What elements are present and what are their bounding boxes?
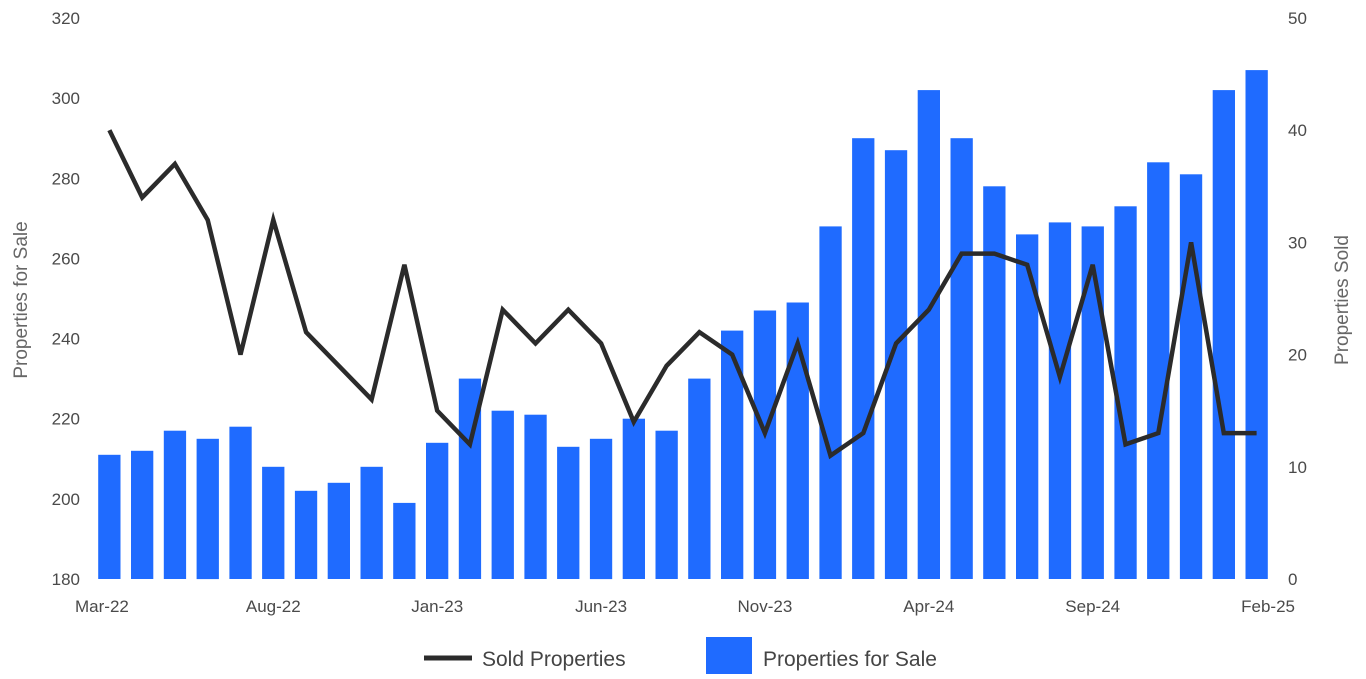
- right-tick-50: 50: [1288, 9, 1307, 28]
- bar-jun-22: [197, 439, 219, 579]
- legend-label-for-sale: Properties for Sale: [763, 648, 937, 671]
- x-tick-feb-25: Feb-25: [1241, 597, 1295, 616]
- left-tick-240: 240: [52, 330, 80, 349]
- bar-apr-23: [524, 415, 546, 579]
- bar-mar-22: [98, 455, 120, 579]
- right-axis-ticks: 0 10 20 30 40 50: [1288, 9, 1307, 589]
- left-tick-280: 280: [52, 169, 80, 188]
- x-tick-mar-22: Mar-22: [75, 597, 129, 616]
- bar-jul-23: [623, 419, 645, 579]
- right-tick-10: 10: [1288, 458, 1307, 477]
- legend-bar-swatch: [706, 637, 752, 674]
- left-tick-300: 300: [52, 89, 80, 108]
- left-axis-ticks: 180 200 220 240 260 280 300 320: [52, 9, 80, 589]
- bar-jan-24: [819, 226, 841, 579]
- right-tick-20: 20: [1288, 346, 1307, 365]
- x-tick-jun-23: Jun-23: [575, 597, 627, 616]
- bar-nov-22: [361, 467, 383, 579]
- bar-series: [98, 70, 1268, 579]
- bar-jun-24: [983, 186, 1005, 579]
- bar-dec-22: [393, 503, 415, 579]
- right-axis-title: Properties Sold: [1332, 235, 1353, 365]
- x-axis-ticks: Mar-22 Aug-22 Jan-23 Jun-23 Nov-23 Apr-24 Sep-…: [75, 597, 1295, 616]
- left-tick-200: 200: [52, 490, 80, 509]
- left-tick-320: 320: [52, 9, 80, 28]
- x-tick-aug-22: Aug-22: [246, 597, 301, 616]
- bar-feb-24: [852, 138, 874, 579]
- bar-mar-23: [492, 411, 514, 579]
- right-tick-30: 30: [1288, 233, 1307, 252]
- bar-dec-24: [1180, 174, 1202, 579]
- bar-aug-22: [262, 467, 284, 579]
- bar-apr-24: [918, 90, 940, 579]
- right-tick-40: 40: [1288, 121, 1307, 140]
- bar-sep-24: [1082, 226, 1104, 579]
- legend: Sold Properties Properties for Sale: [424, 637, 937, 674]
- x-tick-nov-23: Nov-23: [737, 597, 792, 616]
- left-tick-260: 260: [52, 249, 80, 268]
- bar-oct-22: [328, 483, 350, 579]
- right-tick-0: 0: [1288, 570, 1297, 589]
- bar-feb-25: [1246, 70, 1268, 579]
- bar-sep-22: [295, 491, 317, 579]
- bar-may-24: [951, 138, 973, 579]
- bar-aug-24: [1049, 222, 1071, 579]
- bar-apr-22: [131, 451, 153, 579]
- bar-may-22: [164, 431, 186, 579]
- left-tick-180: 180: [52, 570, 80, 589]
- bar-may-23: [557, 447, 579, 579]
- bar-jul-22: [229, 427, 251, 579]
- bar-nov-23: [754, 311, 776, 580]
- bar-jun-23: [590, 439, 612, 579]
- bar-aug-23: [656, 431, 678, 579]
- bar-nov-24: [1147, 162, 1169, 579]
- left-axis-title: Properties for Sale: [11, 221, 32, 378]
- left-tick-220: 220: [52, 410, 80, 429]
- bar-sep-23: [688, 379, 710, 579]
- legend-label-sold: Sold Properties: [482, 648, 626, 671]
- bar-jan-25: [1213, 90, 1235, 579]
- x-tick-sep-24: Sep-24: [1065, 597, 1120, 616]
- x-tick-jan-23: Jan-23: [411, 597, 463, 616]
- bar-jan-23: [426, 443, 448, 579]
- x-tick-apr-24: Apr-24: [903, 597, 954, 616]
